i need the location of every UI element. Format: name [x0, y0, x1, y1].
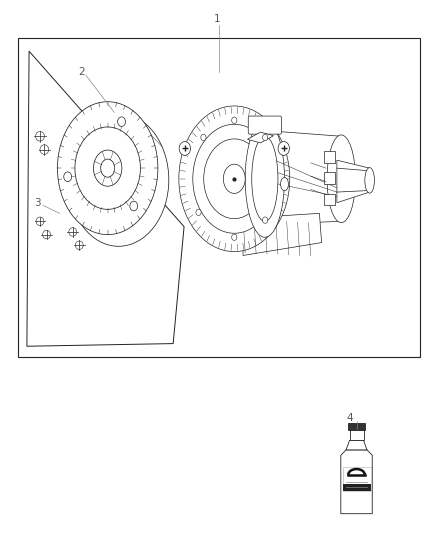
Ellipse shape: [327, 135, 356, 223]
Circle shape: [64, 172, 71, 182]
Bar: [348, 423, 365, 430]
Circle shape: [232, 117, 237, 124]
Circle shape: [179, 142, 191, 155]
Ellipse shape: [78, 129, 148, 219]
Ellipse shape: [245, 120, 285, 237]
Polygon shape: [337, 160, 370, 203]
Circle shape: [196, 209, 201, 215]
Bar: [324, 151, 335, 163]
Circle shape: [232, 234, 237, 240]
Bar: [324, 193, 335, 205]
Bar: [343, 467, 371, 491]
Polygon shape: [341, 450, 372, 514]
Ellipse shape: [57, 102, 158, 235]
FancyBboxPatch shape: [248, 116, 282, 134]
Bar: [343, 484, 371, 491]
Ellipse shape: [101, 159, 115, 177]
Text: 3: 3: [35, 198, 41, 208]
Polygon shape: [239, 128, 341, 225]
Bar: [18, 38, 420, 357]
Bar: [350, 429, 364, 440]
Text: 1: 1: [213, 14, 220, 25]
Ellipse shape: [365, 167, 374, 193]
Ellipse shape: [75, 127, 141, 209]
Circle shape: [201, 134, 206, 141]
Ellipse shape: [179, 106, 290, 252]
Bar: [324, 172, 335, 184]
Circle shape: [262, 134, 268, 141]
Ellipse shape: [93, 150, 122, 186]
Ellipse shape: [281, 177, 288, 191]
Polygon shape: [243, 213, 321, 255]
Circle shape: [118, 117, 125, 126]
Ellipse shape: [252, 136, 278, 221]
Ellipse shape: [193, 124, 276, 233]
Circle shape: [278, 142, 290, 155]
Ellipse shape: [204, 139, 265, 219]
Circle shape: [262, 217, 268, 223]
Ellipse shape: [223, 164, 245, 193]
Text: 4: 4: [346, 413, 353, 423]
Polygon shape: [247, 132, 274, 143]
Ellipse shape: [68, 114, 169, 246]
Text: 2: 2: [78, 68, 85, 77]
Polygon shape: [346, 440, 367, 450]
Circle shape: [130, 201, 138, 211]
